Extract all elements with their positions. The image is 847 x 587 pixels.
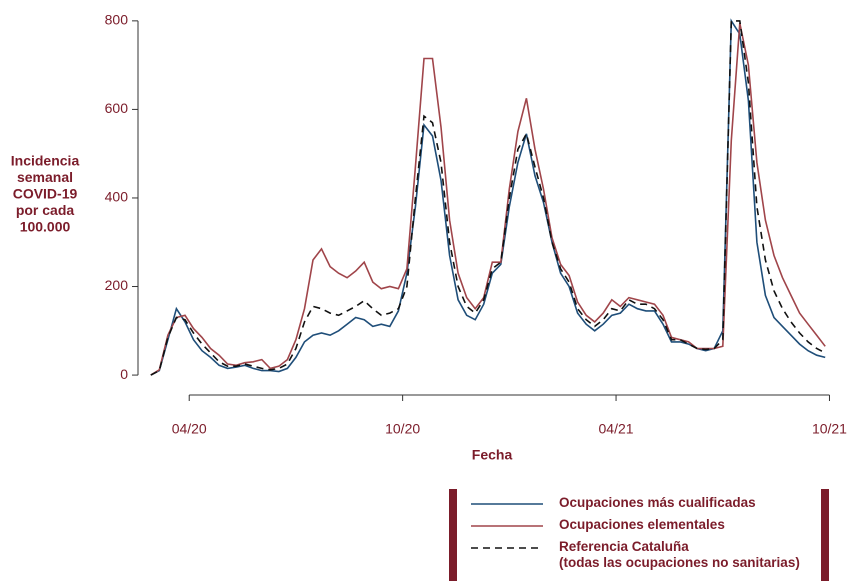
legend-entry: Ocupaciones más cualificadas (469, 495, 821, 511)
legend-label: Ocupaciones más cualificadas (559, 495, 756, 510)
y-axis-title: 100.000 (20, 219, 71, 235)
legend-label: Referencia Cataluña (todas las ocupacion… (559, 539, 800, 570)
legend-entry: Ocupaciones elementales (469, 517, 821, 533)
x-tick-label: 10/20 (385, 421, 420, 437)
y-tick-label: 600 (105, 100, 129, 116)
y-axis-title: por cada (16, 202, 75, 218)
y-tick-label: 200 (105, 277, 129, 293)
legend-swatch (471, 503, 543, 505)
series-line (150, 22, 826, 376)
y-axis-title: COVID-19 (13, 186, 78, 202)
legend-swatch (471, 525, 543, 527)
y-tick-label: 0 (120, 366, 128, 382)
legend-label: Ocupaciones elementales (559, 517, 725, 532)
legend: Ocupaciones más cualificadas Ocupaciones … (449, 489, 829, 581)
y-tick-label: 400 (105, 189, 129, 205)
series-line (150, 20, 826, 376)
y-axis-title: Incidencia (11, 153, 80, 169)
y-tick-label: 800 (105, 12, 129, 28)
legend-entry: Referencia Cataluña (todas las ocupacion… (469, 539, 821, 571)
x-axis-title: Fecha (472, 447, 513, 463)
x-tick-label: 04/20 (172, 421, 207, 437)
x-tick-label: 10/21 (812, 421, 847, 437)
x-tick-label: 04/21 (599, 421, 634, 437)
legend-swatch (471, 547, 543, 549)
y-axis-title: semanal (17, 169, 73, 185)
